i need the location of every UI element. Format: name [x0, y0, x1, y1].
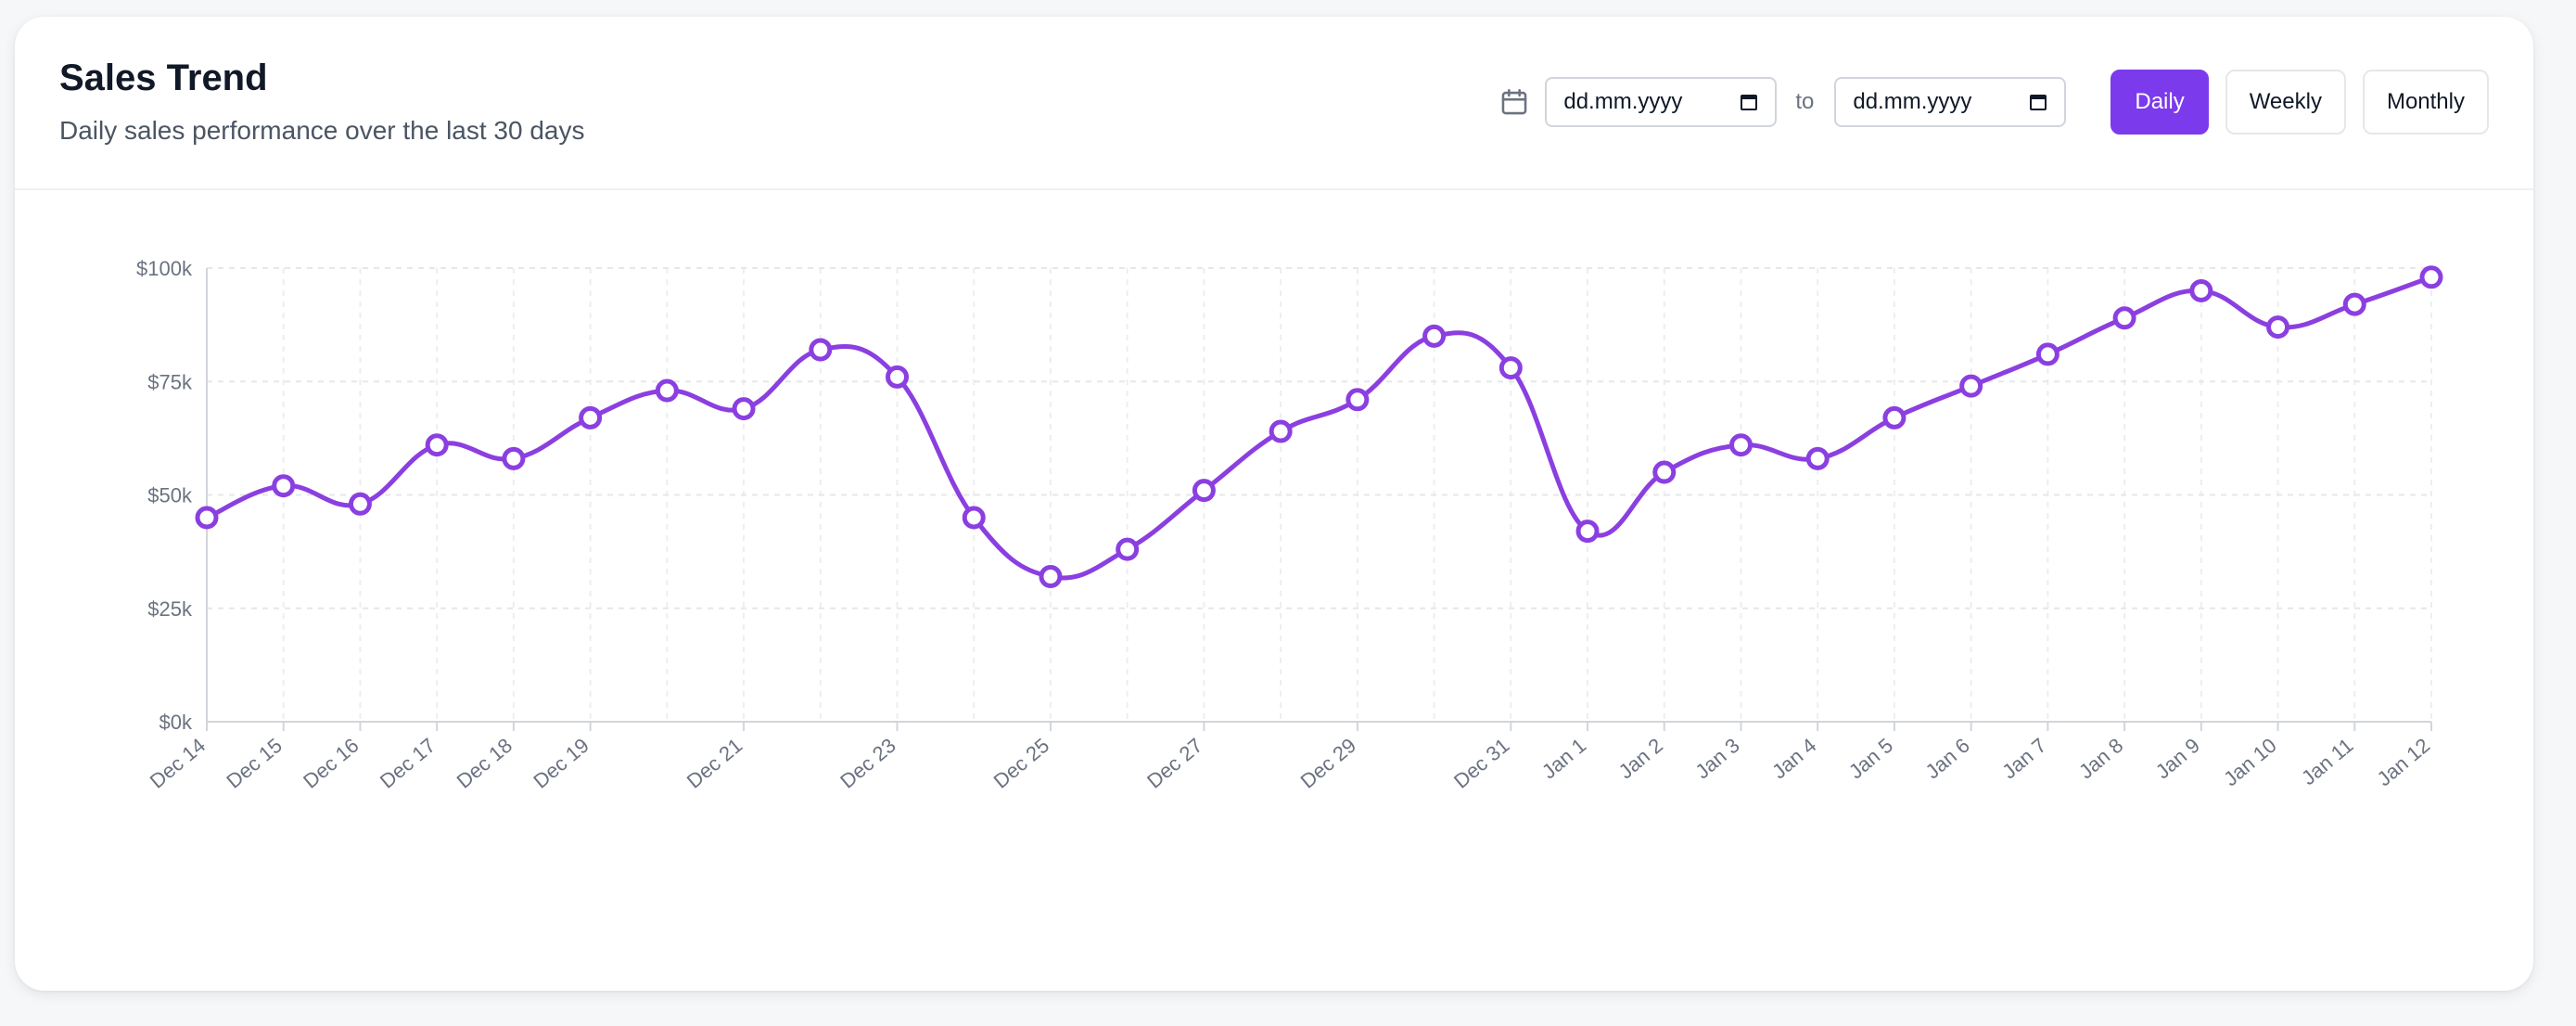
x-tick-label: Dec 18 [453, 734, 516, 793]
x-tick-label: Dec 23 [835, 734, 899, 793]
data-point [1422, 324, 1447, 348]
data-point [732, 397, 756, 421]
y-tick-label: $100k [136, 257, 193, 280]
calendar-icon [1502, 88, 1527, 115]
monthly-button[interactable]: Monthly [2362, 70, 2489, 135]
sales-trend-card: Sales Trend Daily sales performance over… [15, 17, 2533, 991]
data-point [2112, 306, 2136, 330]
x-tick-label: Dec 27 [1142, 734, 1206, 793]
date-from-placeholder: dd.mm.yyyy [1563, 89, 1683, 114]
data-point [272, 474, 296, 498]
data-point [1882, 405, 1906, 430]
y-tick-label: $25k [147, 597, 193, 621]
weekly-button[interactable]: Weekly [2225, 70, 2346, 135]
data-point [886, 365, 910, 389]
data-point [1805, 446, 1830, 470]
x-tick-label: Dec 17 [376, 734, 440, 793]
x-tick-label: Dec 31 [1449, 734, 1513, 793]
x-tick-label: Jan 7 [1997, 734, 2050, 784]
x-tick-label: Jan 12 [2373, 734, 2435, 791]
date-picker-icon[interactable] [1738, 91, 1760, 113]
data-point [1728, 433, 1753, 457]
x-tick-label: Jan 5 [1844, 734, 1897, 784]
data-point [348, 492, 372, 516]
x-tick-label: Jan 6 [1921, 734, 1974, 784]
date-to-placeholder: dd.mm.yyyy [1853, 89, 1972, 114]
data-point [1116, 537, 1140, 561]
x-tick-label: Jan 11 [2297, 734, 2357, 790]
x-tick-label: Dec 21 [682, 734, 746, 793]
data-point [2266, 315, 2290, 340]
data-point [425, 433, 449, 457]
date-picker-icon[interactable] [2027, 91, 2049, 113]
sales-line [204, 275, 2434, 581]
x-tick-label: Jan 10 [2219, 734, 2281, 791]
data-point [1269, 419, 1293, 443]
x-tick-label: Dec 14 [146, 734, 210, 793]
x-tick-label: Jan 3 [1690, 734, 1743, 784]
period-toggle: Daily Weekly Monthly [2111, 70, 2489, 135]
x-tick-label: Dec 25 [989, 734, 1053, 793]
x-tick-label: Dec 16 [299, 734, 363, 793]
data-point [1652, 460, 1677, 484]
x-tick-label: Jan 9 [2151, 734, 2204, 784]
data-point [1959, 374, 1983, 398]
y-tick-label: $75k [147, 370, 193, 393]
x-tick-label: Jan 8 [2074, 734, 2127, 784]
daily-button[interactable]: Daily [2111, 70, 2209, 135]
x-tick-label: Jan 4 [1767, 734, 1820, 784]
x-tick-label: Jan 2 [1614, 734, 1667, 784]
data-point [1039, 565, 1063, 589]
x-tick-label: Dec 19 [529, 734, 593, 793]
data-point [2035, 342, 2060, 366]
x-tick-label: Dec 29 [1296, 734, 1360, 793]
card-header: Sales Trend Daily sales performance over… [15, 17, 2533, 190]
x-tick-label: Jan 1 [1537, 734, 1590, 784]
x-tick-label: Dec 15 [222, 734, 286, 793]
data-point [1575, 519, 1600, 544]
data-point [2419, 265, 2443, 289]
data-point [809, 338, 833, 362]
chart-subtitle: Daily sales performance over the last 30… [59, 116, 585, 145]
data-point [2342, 292, 2366, 316]
data-point [1345, 388, 1370, 412]
y-tick-label: $50k [147, 484, 193, 507]
data-point [655, 378, 679, 403]
date-from-input[interactable]: dd.mm.yyyy [1545, 77, 1778, 127]
data-point [962, 506, 986, 530]
data-point [1498, 356, 1523, 380]
date-range-separator: to [1795, 89, 1815, 114]
data-point [2189, 278, 2213, 302]
data-point [1192, 479, 1216, 503]
y-tick-label: $0k [159, 711, 193, 734]
chart-title: Sales Trend [59, 58, 268, 98]
data-point [502, 446, 526, 470]
data-point [579, 405, 603, 430]
data-point [195, 506, 219, 530]
chart-controls: dd.mm.yyyy to dd.mm.yyyy Daily Weekly Mo… [1498, 69, 2489, 135]
date-to-input[interactable]: dd.mm.yyyy [1834, 77, 2067, 127]
